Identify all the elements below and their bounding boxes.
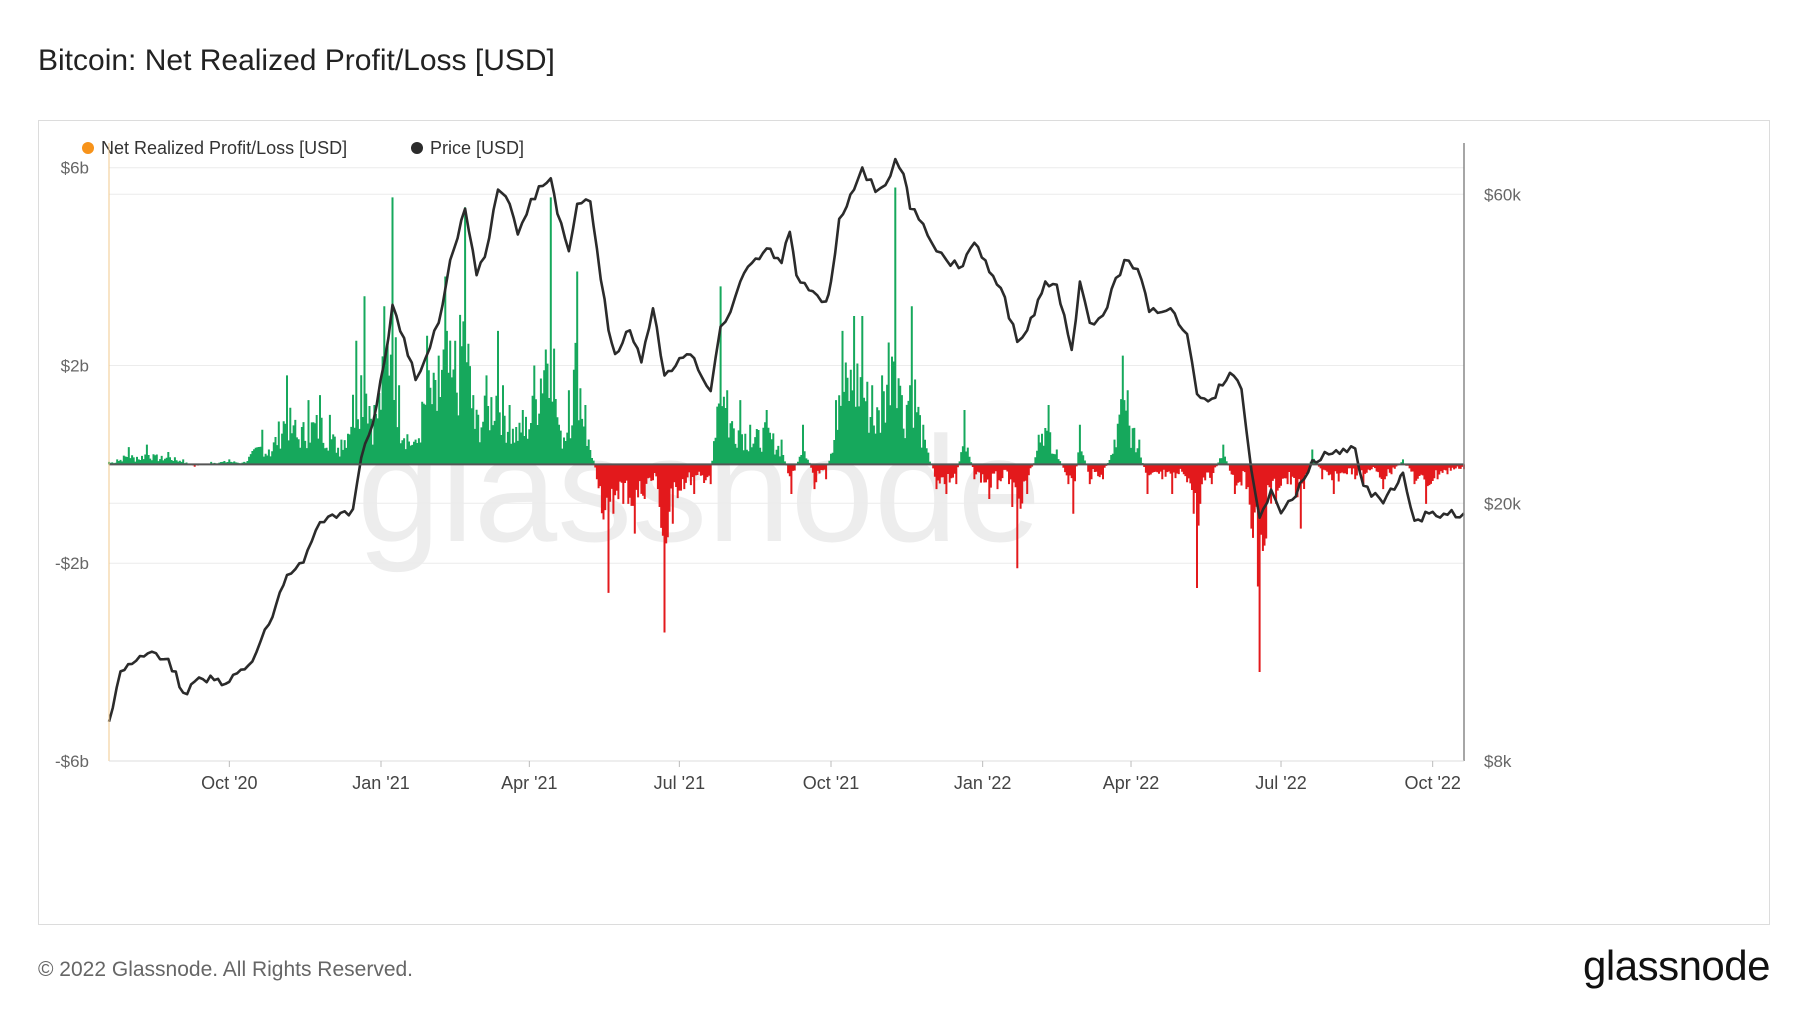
legend-nrpl-marker bbox=[82, 142, 94, 154]
x-tick-label: Apr '22 bbox=[1103, 773, 1159, 793]
y-left-tick-label: $6b bbox=[61, 159, 89, 178]
legend-price-label[interactable]: Price [USD] bbox=[430, 138, 524, 158]
chart-panel: Net Realized Profit/Loss [USD] Price [US… bbox=[38, 120, 1770, 925]
y-right-tick-label: $20k bbox=[1484, 494, 1521, 513]
x-tick-label: Oct '21 bbox=[803, 773, 859, 793]
copyright-text: © 2022 Glassnode. All Rights Reserved. bbox=[38, 958, 414, 981]
y-right-tick-label: $60k bbox=[1484, 185, 1521, 204]
legend[interactable]: Net Realized Profit/Loss [USD] Price [US… bbox=[82, 138, 524, 158]
y-left-tick-label: -$2b bbox=[55, 554, 89, 573]
x-tick-label: Jan '22 bbox=[954, 773, 1011, 793]
x-tick-label: Jan '21 bbox=[352, 773, 409, 793]
x-tick-label: Apr '21 bbox=[501, 773, 557, 793]
chart-svg[interactable]: Net Realized Profit/Loss [USD] Price [US… bbox=[39, 121, 1769, 924]
page-title: Bitcoin: Net Realized Profit/Loss [USD] bbox=[38, 44, 555, 77]
y-right-tick-label: $8k bbox=[1484, 752, 1512, 771]
y-left-tick-label: $2b bbox=[61, 356, 89, 375]
tick-labels: $6b $2b -$2b -$6b $60k $20k $8k Oct '20 Jan '21 A… bbox=[55, 159, 1521, 793]
price-line bbox=[107, 157, 1465, 723]
y-left-tick-label: -$6b bbox=[55, 752, 89, 771]
x-tick-label: Oct '20 bbox=[201, 773, 257, 793]
legend-price-marker bbox=[411, 142, 423, 154]
glassnode-logo[interactable]: glassnode bbox=[1583, 942, 1770, 989]
x-tick-label: Oct '22 bbox=[1404, 773, 1460, 793]
axes bbox=[108, 143, 1465, 762]
x-tick-label: Jul '21 bbox=[654, 773, 705, 793]
x-tick-label: Jul '22 bbox=[1255, 773, 1306, 793]
legend-nrpl-label[interactable]: Net Realized Profit/Loss [USD] bbox=[101, 138, 347, 158]
